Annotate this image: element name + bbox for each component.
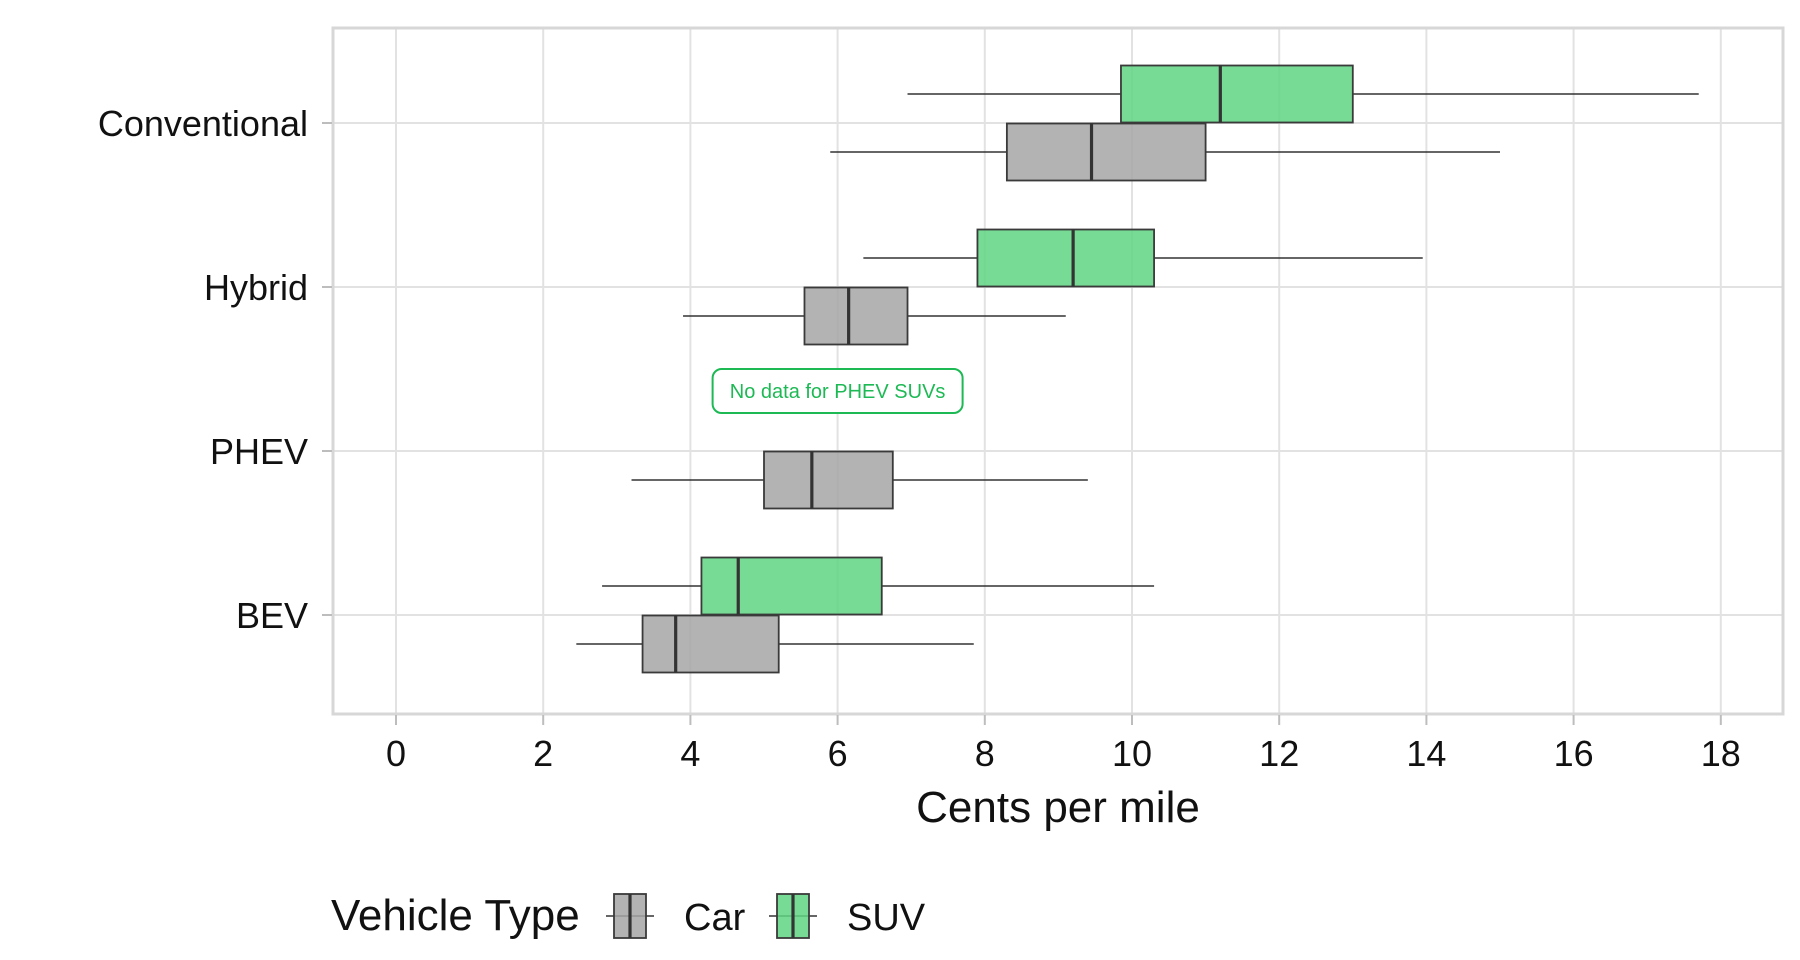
x-tick-label: 6 bbox=[828, 733, 848, 774]
x-tick-label: 14 bbox=[1406, 733, 1446, 774]
legend-label-suv: SUV bbox=[847, 897, 926, 939]
box-suv-bev bbox=[602, 556, 1155, 616]
box-car-conventional bbox=[830, 122, 1500, 182]
y-tick-label-bev: BEV bbox=[236, 595, 308, 636]
box-iqr bbox=[976, 228, 1155, 288]
annotations: No data for PHEV SUVs bbox=[711, 368, 964, 414]
box-car-bev bbox=[576, 614, 974, 674]
axes: 0 2 4 6 8 10 12 14 16 18 Conventional Hybrid PHEV BEV bbox=[98, 103, 1741, 774]
box-car-phev bbox=[631, 450, 1088, 510]
x-tick-label: 8 bbox=[975, 733, 995, 774]
legend-label-car: Car bbox=[684, 897, 746, 939]
box-iqr bbox=[763, 450, 894, 510]
box-car-hybrid bbox=[683, 286, 1066, 346]
legend-item-suv: SUV bbox=[769, 893, 926, 939]
annotation-text: No data for PHEV SUVs bbox=[730, 381, 946, 403]
x-tick-label: 18 bbox=[1701, 733, 1741, 774]
y-tick-label-phev: PHEV bbox=[210, 431, 308, 472]
box-iqr bbox=[1120, 64, 1354, 124]
x-tick-label: 4 bbox=[680, 733, 700, 774]
box-suv-conventional bbox=[907, 64, 1699, 124]
legend-item-car: Car bbox=[606, 893, 746, 939]
plot-panel-border bbox=[331, 26, 1785, 716]
box-iqr bbox=[641, 614, 780, 674]
legend-title: Vehicle Type bbox=[331, 891, 580, 940]
box-suv-hybrid bbox=[863, 228, 1423, 288]
x-tick-label: 2 bbox=[533, 733, 553, 774]
x-tick-label: 0 bbox=[386, 733, 406, 774]
y-tick-label-conventional: Conventional bbox=[98, 103, 308, 144]
x-tick-label: 12 bbox=[1259, 733, 1299, 774]
box-iqr bbox=[1005, 122, 1207, 182]
x-tick-label: 10 bbox=[1112, 733, 1152, 774]
box-iqr bbox=[803, 286, 909, 346]
box-iqr bbox=[700, 556, 883, 616]
legend: Vehicle Type Car SUV bbox=[331, 891, 926, 940]
annotation-box bbox=[711, 368, 964, 414]
x-axis-title: Cents per mile bbox=[916, 783, 1200, 832]
annotation-label: No data for PHEV SUVs bbox=[711, 368, 964, 414]
box-series bbox=[576, 64, 1699, 674]
x-tick-label: 16 bbox=[1554, 733, 1594, 774]
y-tick-label-hybrid: Hybrid bbox=[204, 267, 308, 308]
